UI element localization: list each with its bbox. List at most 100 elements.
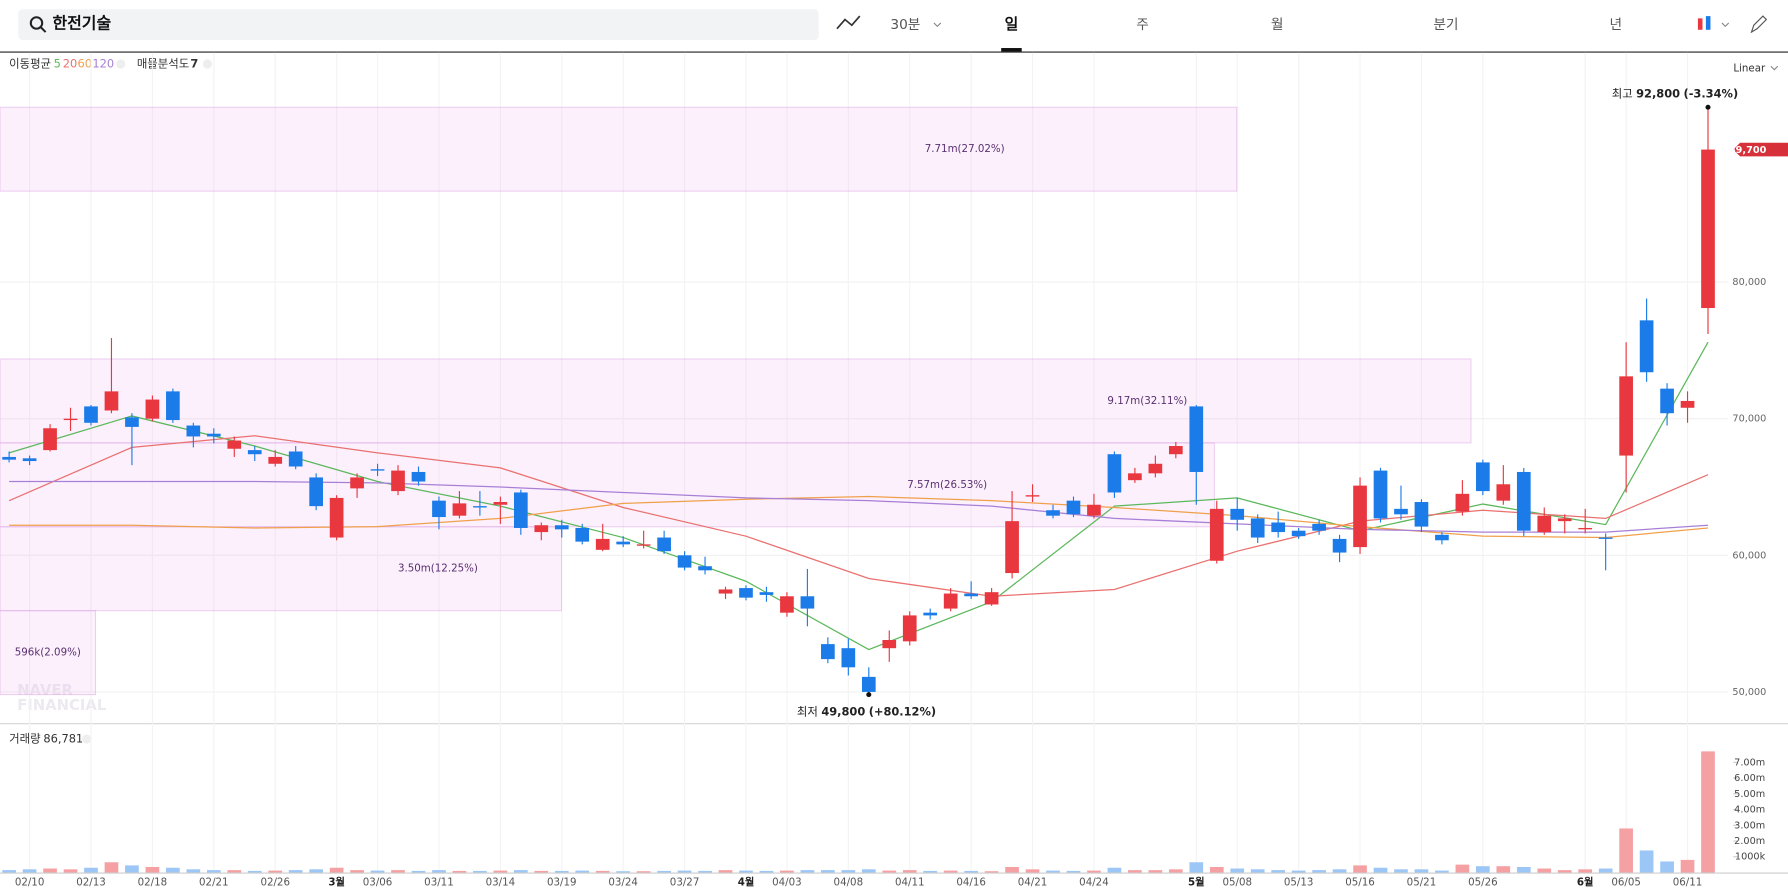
x-tick-label: 05/13 (1284, 877, 1314, 889)
close-icon[interactable] (116, 59, 126, 69)
candle-body (595, 538, 610, 550)
scale-toggle[interactable]: Linear (1733, 63, 1766, 75)
x-tick-label: 05/26 (1468, 877, 1498, 889)
dropdown-icon[interactable] (1721, 22, 1730, 28)
volume-bar (964, 870, 978, 873)
x-tick-label: 03/24 (608, 877, 638, 889)
volume-bar (186, 869, 201, 873)
volume-bar (554, 870, 569, 873)
candle-body (1373, 470, 1388, 519)
candle-body (309, 477, 323, 507)
extreme-change: (-3.34%) (1684, 86, 1739, 100)
candle-body (821, 644, 835, 660)
x-tick-label: 3월 (328, 876, 345, 889)
candle-body (1005, 521, 1019, 574)
volume-bar (1557, 870, 1572, 873)
candle-body (739, 588, 753, 598)
candle-body (1107, 454, 1122, 493)
interval[interactable]: 분기 (1433, 17, 1458, 33)
ma-legend-item: 60 (78, 56, 93, 70)
candle-body (1557, 518, 1572, 522)
volume-bar (1148, 870, 1163, 873)
chart-type-icon[interactable] (836, 15, 861, 30)
candle-body (1394, 508, 1408, 515)
close-icon[interactable] (82, 734, 92, 744)
ma-line (9, 480, 1709, 533)
candle-body (227, 440, 242, 449)
x-tick-label: 03/11 (424, 877, 454, 889)
candle-body (329, 497, 344, 538)
candle-body (1168, 446, 1183, 455)
volume-bar (22, 869, 37, 873)
watermark: FINANCIAL (17, 697, 107, 714)
volume-bar (1701, 751, 1715, 873)
candle-body (145, 399, 160, 419)
candle-icon[interactable] (1705, 16, 1711, 30)
candle-body (902, 615, 917, 642)
candle-body (63, 418, 78, 421)
volume-bar (1087, 870, 1101, 873)
volume-bar (1209, 866, 1224, 873)
candle-body (1476, 462, 1490, 492)
volume-bar (1680, 859, 1695, 873)
candle-body (1639, 320, 1654, 373)
candle-body (493, 502, 508, 505)
candle-body (1578, 527, 1593, 530)
candle-body (166, 391, 180, 421)
candle-body (268, 456, 283, 464)
volume-bar (861, 869, 876, 873)
profile-legend-label: 매물분석도 (137, 56, 189, 70)
volume-bar (206, 870, 221, 873)
volume-bar (1414, 869, 1429, 873)
y-tick-label: 80,000 (1732, 277, 1766, 288)
volume-bar (63, 869, 78, 873)
dropdown-icon[interactable] (1770, 65, 1779, 71)
volume-bar (1639, 850, 1654, 873)
draw-icon[interactable] (1750, 15, 1768, 34)
labels: 50,000 60,000 70,000 80,000 1000k 2.00m 3.00m 4… (15, 86, 1788, 889)
interval[interactable]: 30분 (890, 17, 920, 33)
candle-icon[interactable] (1697, 18, 1703, 30)
close-icon[interactable] (202, 59, 213, 69)
dropdown-icon[interactable] (933, 22, 942, 28)
volume-bar (1230, 868, 1245, 873)
interval[interactable]: 월 (1271, 17, 1284, 33)
x-tick-label: 05/21 (1407, 877, 1437, 889)
volume-bar (902, 870, 917, 873)
interval[interactable]: 주 (1136, 17, 1149, 33)
volume-bar (1496, 866, 1511, 873)
candle-body (186, 425, 201, 437)
candle-body (1516, 471, 1531, 531)
interval[interactable]: 년 (1610, 17, 1623, 33)
candle-body (616, 541, 631, 545)
volume-bar (718, 870, 733, 873)
search-icon (29, 16, 44, 30)
extreme-title: 최저 (797, 704, 818, 718)
x-tick-label: 5월 (1188, 876, 1205, 889)
volume-bar (1271, 870, 1286, 873)
candle-body (1025, 495, 1040, 497)
profile-label: 7.71m(27.02%) (925, 143, 1005, 155)
volume-bar (943, 870, 958, 873)
volume-bar (1128, 870, 1142, 873)
candle-body (1066, 500, 1081, 515)
volume-bar (268, 870, 283, 873)
interval[interactable]: 일 (1005, 16, 1019, 33)
candle-body (43, 428, 57, 451)
volume-tick-label: 2.00m (1734, 836, 1765, 847)
extreme-dot (866, 692, 872, 698)
volume-bar (636, 871, 651, 873)
profile-bar (0, 526, 562, 612)
volume-bar (473, 870, 487, 873)
volume-bar (1394, 869, 1408, 873)
volume-bar (1660, 861, 1674, 873)
volume-bar (1578, 869, 1593, 873)
volume-tick-label: 6.00m (1734, 773, 1765, 784)
x-tick-label: 04/16 (956, 877, 986, 889)
volume-bar (1353, 865, 1367, 873)
search-text[interactable]: 한전기술 (52, 14, 111, 33)
search-box[interactable] (18, 9, 819, 41)
x-tick-label: 4월 (738, 876, 755, 889)
extreme-label: 최고 92,800 (-3.34%) (1612, 86, 1738, 100)
